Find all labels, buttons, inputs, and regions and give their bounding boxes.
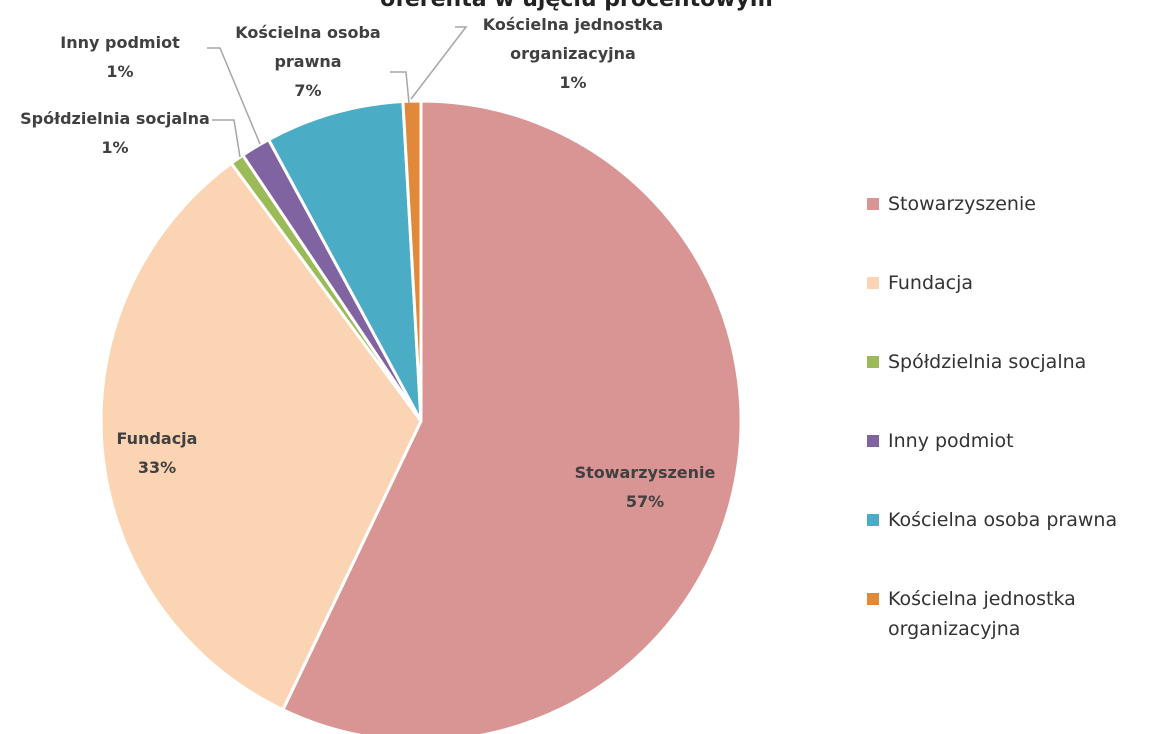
label-koscielna-jednostka-organizacyjna: Kościelna jednostka organizacyjna 1% <box>483 15 663 92</box>
legend-label: Spółdzielnia socjalna <box>888 351 1087 373</box>
slice-fundacja <box>99 161 423 712</box>
legend-item-koscielna-osoba-prawna: Kościelna osoba prawna <box>867 508 1153 535</box>
label-spoldzielnia-socjalna: Spółdzielnia socjalna 1% <box>20 109 210 157</box>
legend-item-inny-podmiot: Inny podmiot <box>867 429 1153 456</box>
slice-stowarzyszenie <box>281 99 743 734</box>
label-koscielna-osoba-prawna: Kościelna osoba prawna 7% <box>235 23 380 100</box>
legend-item-fundacja: Fundacja <box>867 271 1153 298</box>
legend-swatch <box>867 593 879 605</box>
legend-swatch <box>867 198 879 210</box>
slice-koscielna-jednostka-organizacyjna <box>401 99 423 423</box>
legend-item-spoldzielnia-socjalna: Spółdzielnia socjalna <box>867 350 1153 377</box>
legend-label: Stowarzyszenie <box>888 193 1036 215</box>
legend-label: Fundacja <box>888 272 974 294</box>
slice-koscielna-osoba-prawna <box>267 100 423 423</box>
legend-label: Kościelna jednostka organizacyjna <box>888 588 1076 640</box>
legend-swatch <box>867 277 879 289</box>
leader-spoldzielnia-socjalna <box>212 119 241 158</box>
label-inny-podmiot: Inny podmiot 1% <box>60 33 180 81</box>
label-fundacja: Fundacja 33% <box>117 429 198 477</box>
legend-swatch <box>867 514 879 526</box>
leader-koscielna-osoba-prawna <box>390 71 410 104</box>
label-stowarzyszenie: Stowarzyszenie 57% <box>575 463 716 511</box>
leader-inny-podmiot <box>207 47 261 145</box>
legend-label: Kościelna osoba prawna <box>888 509 1118 531</box>
chart-title: oferenta w ujęciu procentowym <box>0 0 1153 12</box>
legend-swatch <box>867 435 879 447</box>
legend-swatch <box>867 356 879 368</box>
legend-item-koscielna-jednostka-organizacyjna: Kościelna jednostka organizacyjna <box>867 587 1153 644</box>
leader-koscielna-jednostka-organizacyjna <box>410 26 468 100</box>
legend-label: Inny podmiot <box>888 430 1014 452</box>
legend-item-stowarzyszenie: Stowarzyszenie <box>867 192 1153 219</box>
